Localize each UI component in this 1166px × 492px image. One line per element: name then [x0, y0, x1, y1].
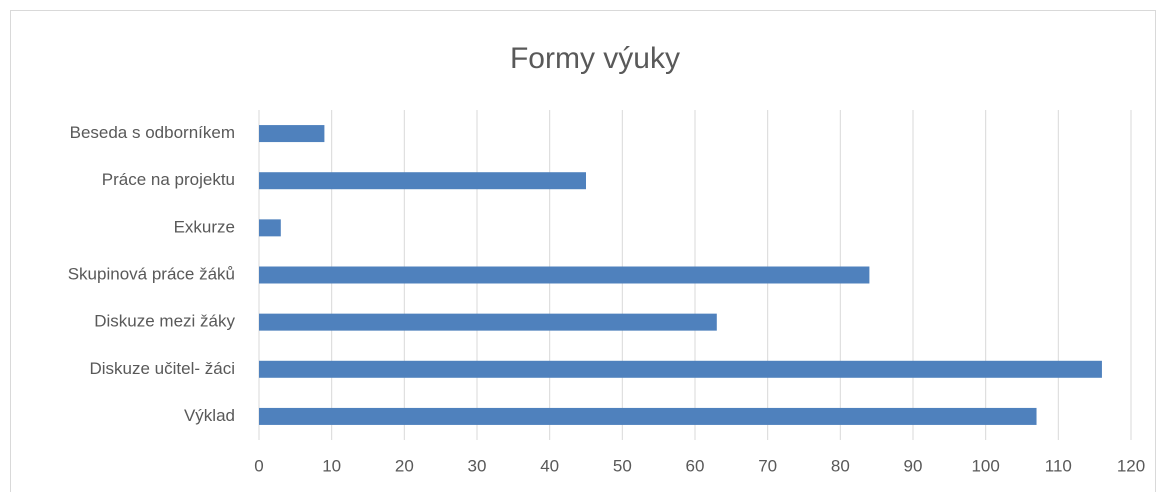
y-tick-label: Práce na projektu — [102, 170, 235, 189]
bar — [259, 266, 870, 284]
bar — [259, 219, 281, 237]
x-tick-label: 50 — [613, 456, 632, 475]
chart-title: Formy výuky — [510, 42, 680, 75]
x-tick-label: 90 — [904, 456, 923, 475]
y-tick-label: Skupinová práce žáků — [68, 264, 235, 283]
x-tick-label: 100 — [971, 456, 999, 475]
bar — [259, 172, 586, 190]
x-tick-label: 10 — [322, 456, 341, 475]
bar — [259, 407, 1037, 425]
x-tick-label: 40 — [540, 456, 559, 475]
bar — [259, 313, 717, 331]
x-tick-label: 0 — [254, 456, 263, 475]
x-tick-label: 60 — [686, 456, 705, 475]
x-tick-label: 20 — [395, 456, 414, 475]
y-tick-label: Diskuze učitel- žáci — [90, 359, 236, 378]
y-tick-label: Diskuze mezi žáky — [94, 312, 235, 331]
x-tick-label: 80 — [831, 456, 850, 475]
y-tick-label: Exkurze — [174, 217, 235, 236]
y-tick-label: Výklad — [184, 406, 235, 425]
bar — [259, 360, 1102, 378]
bar — [259, 125, 325, 143]
x-tick-label: 120 — [1117, 456, 1145, 475]
y-tick-label: Beseda s odborníkem — [70, 123, 235, 142]
x-tick-label: 70 — [758, 456, 777, 475]
x-tick-label: 30 — [468, 456, 487, 475]
x-tick-label: 110 — [1045, 456, 1072, 475]
